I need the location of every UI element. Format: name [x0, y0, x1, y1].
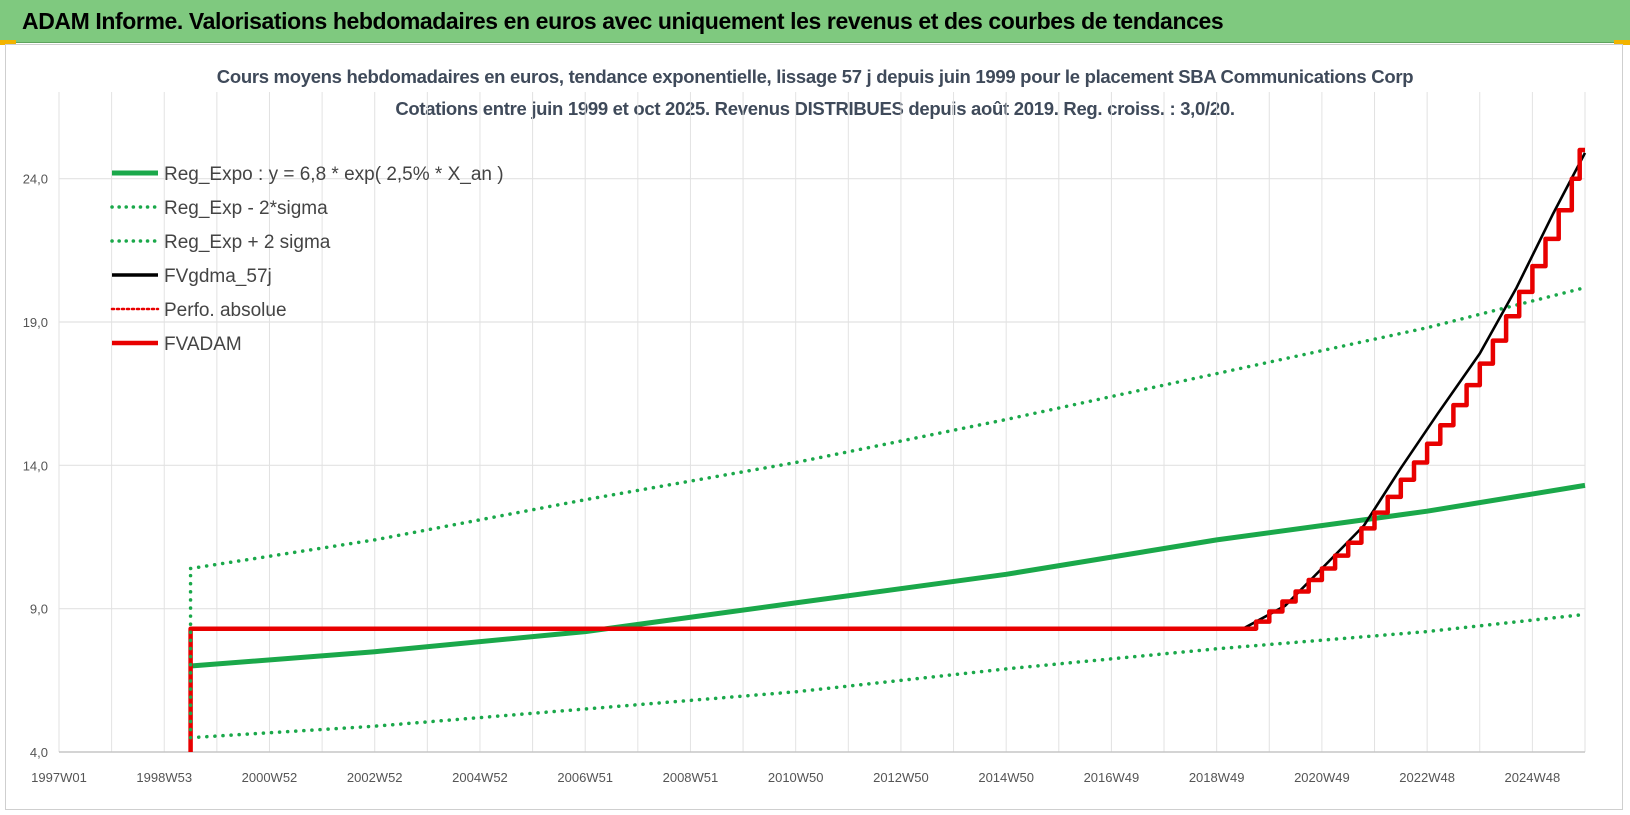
- legend-label: Reg_Exp + 2 sigma: [164, 232, 331, 253]
- series-line: [190, 152, 1587, 630]
- chart-frame: [5, 44, 1623, 810]
- legend-label: FVgdma_57j: [164, 266, 272, 287]
- x-tick-label: 2002W52: [347, 770, 403, 785]
- legend-label: Reg_Expo : y = 6,8 * exp( 2,5% * X_an ): [164, 164, 504, 185]
- x-tick-label: 2020W49: [1294, 770, 1350, 785]
- legend-label: FVADAM: [164, 334, 242, 355]
- x-tick-label: 2016W49: [1084, 770, 1140, 785]
- x-tick-label: 2006W51: [557, 770, 613, 785]
- x-tick-label: 2010W50: [768, 770, 824, 785]
- x-tick-label: 2004W52: [452, 770, 508, 785]
- corner-marker-left: [0, 40, 16, 45]
- chart-title: Cours moyens hebdomadaires en euros, ten…: [216, 66, 1414, 87]
- legend-label: Reg_Exp - 2*sigma: [164, 198, 328, 219]
- series-line: [188, 612, 1587, 740]
- header-banner: ADAM Informe. Valorisations hebdomadaire…: [0, 0, 1630, 43]
- x-tick-label: 2024W48: [1505, 770, 1561, 785]
- x-tick-label: 2014W50: [978, 770, 1034, 785]
- y-tick-label: 4,0: [30, 745, 48, 760]
- series-line: [190, 482, 1586, 669]
- page-title: ADAM Informe. Valorisations hebdomadaire…: [22, 8, 1224, 34]
- series-line: [188, 285, 1587, 571]
- x-tick-label: 2018W49: [1189, 770, 1245, 785]
- legend-label: Perfo. absolue: [164, 300, 287, 321]
- y-tick-label: 19,0: [23, 315, 48, 330]
- x-tick-label: 1998W53: [136, 770, 192, 785]
- y-tick-label: 9,0: [30, 602, 48, 617]
- corner-marker-right: [1614, 40, 1630, 45]
- chart-subtitle: Cotations entre juin 1999 et oct 2025. R…: [395, 98, 1235, 119]
- x-tick-label: 2022W48: [1399, 770, 1455, 785]
- x-tick-label: 2008W51: [663, 770, 719, 785]
- y-tick-label: 14,0: [23, 458, 48, 473]
- x-tick-label: 1997W01: [31, 770, 87, 785]
- y-tick-label: 24,0: [23, 172, 48, 187]
- x-tick-label: 2012W50: [873, 770, 929, 785]
- series-line: [188, 147, 1585, 752]
- x-tick-label: 2000W52: [242, 770, 298, 785]
